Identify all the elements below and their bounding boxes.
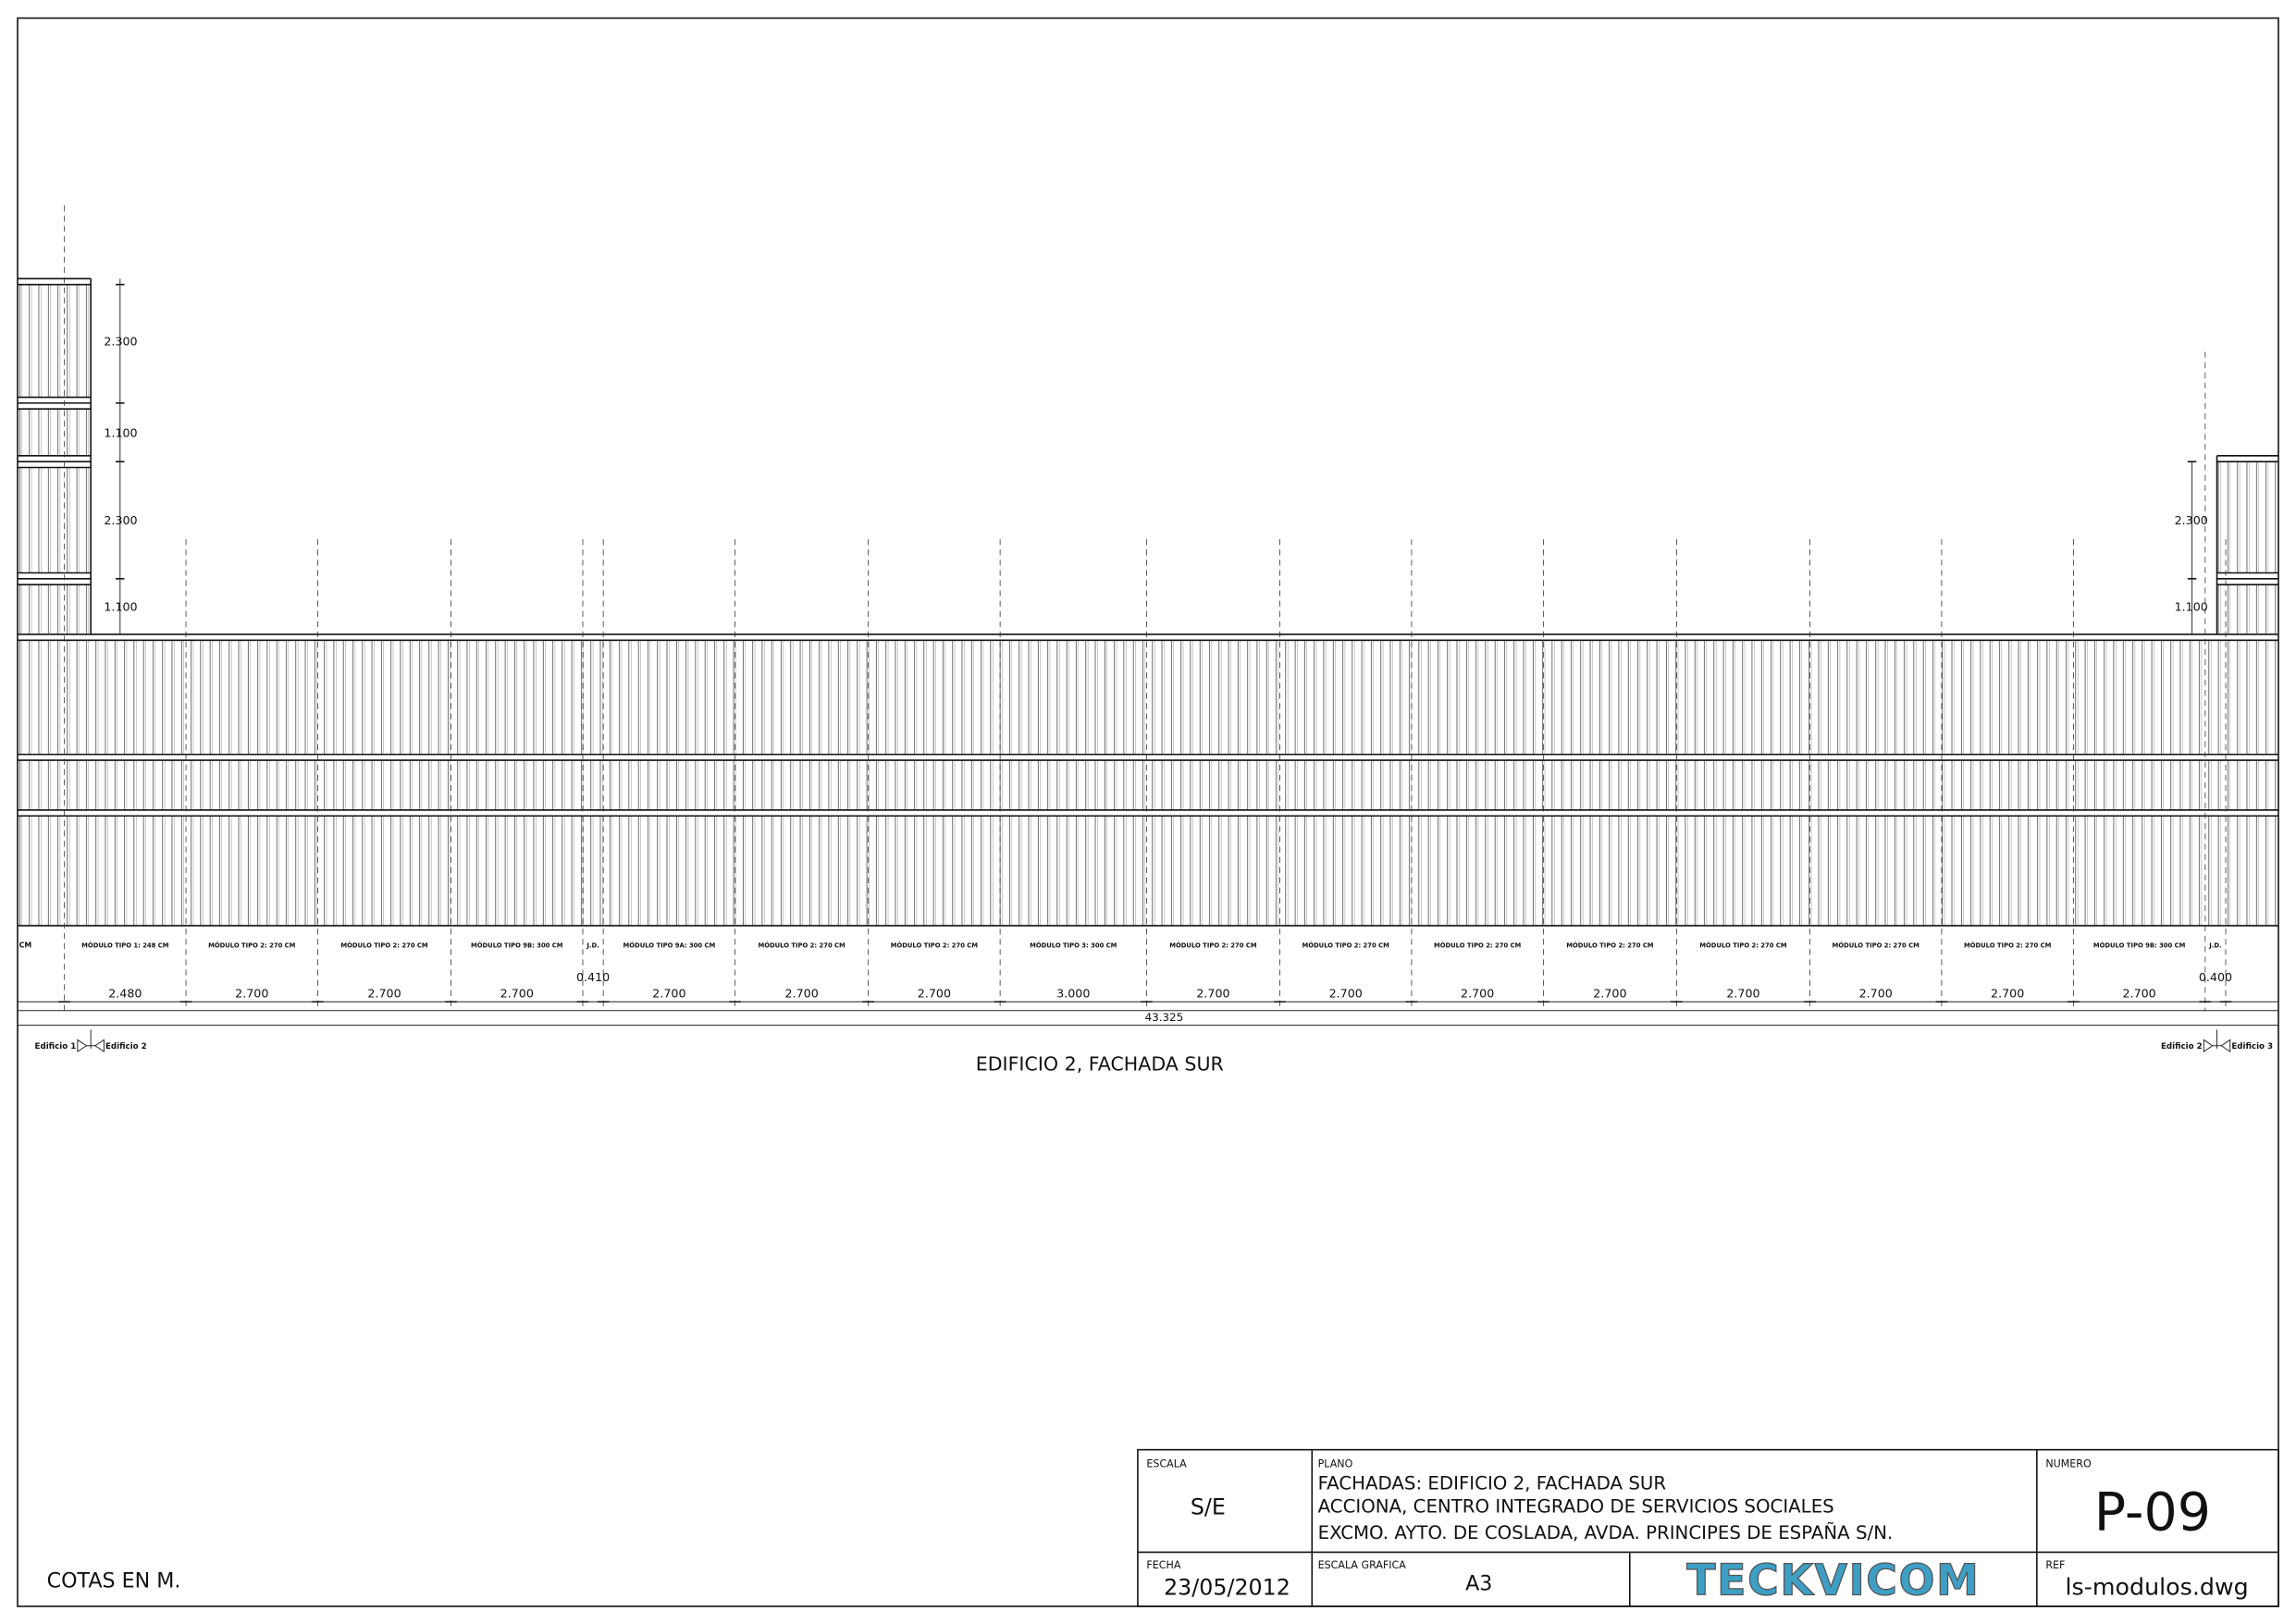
junction-arrow: [77, 1039, 105, 1052]
module-label: MÓDULO TIPO 2: 270 CM: [1833, 941, 1920, 950]
module-label: MÓDULO TIPO 3: 300 CM: [1030, 941, 1117, 950]
module-label: J.D.: [2208, 942, 2221, 950]
total-dimension: 43.325: [1145, 1011, 1184, 1024]
dimension-label: 2.700: [2123, 987, 2156, 1001]
dimension-label: 2.700: [785, 987, 819, 1001]
graphic-scale-value: A3: [1465, 1572, 1492, 1596]
height-label: 1.100: [2175, 600, 2208, 614]
scale-label: ESCALA: [1146, 1458, 1187, 1470]
building-label: Edificio 1: [35, 1042, 77, 1051]
plan-line: ACCIONA, CENTRO INTEGRADO DE SERVICIOS S…: [1318, 1496, 1834, 1518]
module-label: MÓDULO TIPO 2: 270 CM: [208, 941, 296, 950]
dimension-label: 2.700: [367, 987, 401, 1001]
dimension-label: 2.700: [918, 987, 951, 1001]
module-label: MÓDULO TIPO 2: 270 CM: [340, 941, 428, 950]
module-label: MÓDULO TIPO 9B: 300 CM: [2093, 941, 2186, 950]
dimension-label: 0.400: [2199, 970, 2232, 984]
date-value: 23/05/2012: [1164, 1574, 1290, 1600]
dimension-label: 3.000: [1056, 987, 1090, 1001]
module-label: J.D.: [586, 942, 599, 950]
ref-value: ls-modulos.dwg: [2066, 1572, 2249, 1600]
company-logo: TECKVICOM: [1686, 1555, 1980, 1605]
plan-line: EXCMO. AYTO. DE COSLADA, AVDA. PRINCIPES…: [1318, 1522, 1894, 1543]
panel-band: [17, 640, 2279, 755]
dimension-label: 2.700: [1593, 987, 1626, 1001]
dimension-label: 2.700: [1859, 987, 1893, 1001]
height-label: 2.300: [104, 334, 137, 348]
dimension-label: 2.700: [1196, 987, 1229, 1001]
title-block-frame: [1137, 1448, 2279, 1607]
module-label: MÓDULO TIPO 2: 270 CM: [758, 941, 846, 950]
module-label: MÓDULO TIPO 1: 248 CM: [81, 941, 169, 950]
junction-arrow: [2203, 1039, 2231, 1052]
dimension-label: 2.480: [108, 987, 142, 1001]
units-note: COTAS EN M.: [47, 1568, 181, 1592]
module-label: MÓDULO TIPO 2: 270 CM: [1566, 941, 1654, 950]
facade-elevation: CM MÓDULO TIPO 1: 248 CM MÓDULO TIPO 2: 27…: [17, 205, 2279, 1052]
dimension-label: 2.700: [235, 987, 268, 1001]
building-label: Edificio 2: [105, 1042, 147, 1051]
building-label: Edificio 2: [2161, 1042, 2203, 1051]
title-block: ESCALA S/E PLANO FACHADAS: EDIFICIO 2, F…: [1137, 1448, 2279, 1607]
height-label: 1.100: [104, 425, 137, 439]
sheet-number: P-09: [2094, 1482, 2211, 1543]
tower-panel: [17, 584, 92, 634]
tower-panel: [17, 409, 92, 456]
module-label: MÓDULO TIPO 2: 270 CM: [891, 941, 979, 950]
module-label: MÓDULO TIPO 2: 270 CM: [1302, 941, 1390, 950]
module-label: CM: [19, 941, 32, 950]
panel-band: [17, 760, 2279, 810]
tower-panel: [17, 467, 92, 573]
tower-panel: [2216, 584, 2279, 634]
module-label: MÓDULO TIPO 2: 270 CM: [1169, 941, 1257, 950]
plan-line: FACHADAS: EDIFICIO 2, FACHADA SUR: [1318, 1472, 1667, 1494]
module-label: MÓDULO TIPO 2: 270 CM: [1434, 941, 1522, 950]
scale-value: S/E: [1191, 1494, 1226, 1519]
height-label: 1.100: [104, 600, 137, 614]
drawing-title: EDIFICIO 2, FACHADA SUR: [976, 1053, 1224, 1076]
tower-panel: [2216, 461, 2279, 573]
panel-band: [17, 816, 2279, 926]
height-label: 2.300: [2175, 513, 2208, 527]
number-label: NUMERO: [2045, 1458, 2092, 1470]
module-label: MÓDULO TIPO 2: 270 CM: [1699, 941, 1787, 950]
plan-label: PLANO: [1318, 1458, 1353, 1470]
graphic-scale-label: ESCALA GRAFICA: [1318, 1559, 1407, 1571]
date-label: FECHA: [1146, 1559, 1180, 1571]
sheet-border: [17, 17, 2279, 1607]
dimension-label: 0.410: [576, 970, 610, 984]
dimension-label: 2.700: [652, 987, 685, 1001]
ref-label: REF: [2045, 1559, 2065, 1571]
building-label: Edificio 3: [2231, 1042, 2273, 1051]
height-label: 2.300: [104, 513, 137, 527]
dimension-label: 2.700: [1991, 987, 2024, 1001]
module-label: MÓDULO TIPO 2: 270 CM: [1964, 941, 2052, 950]
tower-panel: [17, 284, 92, 398]
module-label: MÓDULO TIPO 9A: 300 CM: [623, 941, 716, 950]
dimension-label: 2.700: [500, 987, 534, 1001]
dimension-label: 2.700: [1329, 987, 1363, 1001]
dimension-label: 2.700: [1726, 987, 1759, 1001]
dimension-label: 2.700: [1461, 987, 1494, 1001]
module-label: MÓDULO TIPO 9B: 300 CM: [471, 941, 563, 950]
